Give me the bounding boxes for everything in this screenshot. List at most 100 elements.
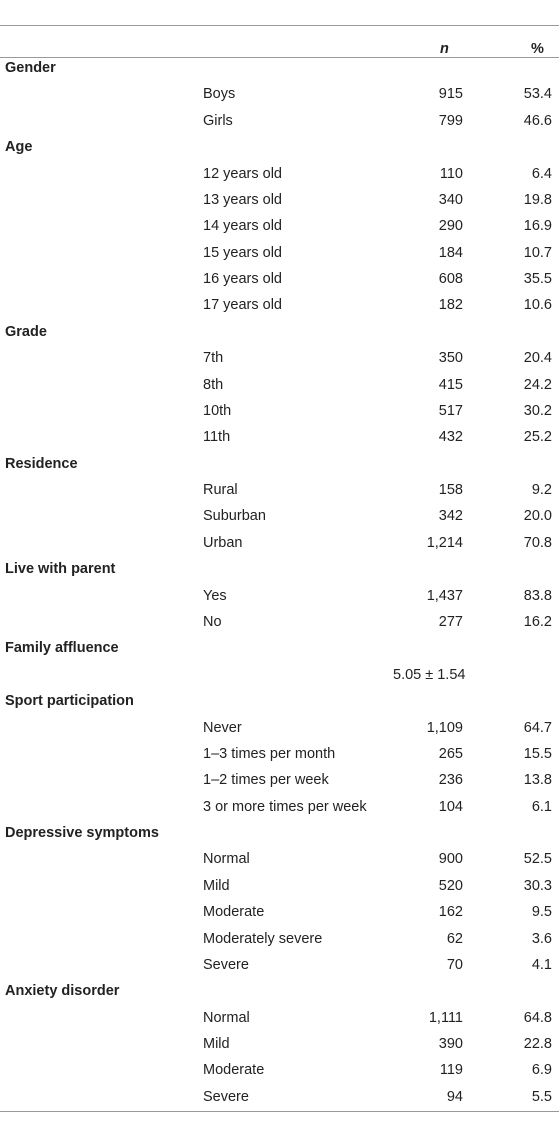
row-label: 3 or more times per week (203, 798, 367, 815)
row-label: Boys (203, 86, 236, 103)
pct-value: 46.6 (523, 112, 552, 129)
pct-value: 22.8 (523, 1036, 552, 1053)
row-label: 1–3 times per month (203, 745, 336, 762)
n-value: 110 (439, 165, 463, 182)
row-label: 12 years old (203, 165, 282, 182)
row-label: Suburban (203, 508, 266, 525)
row-label: Rural (203, 482, 238, 499)
n-value: 520 (438, 877, 463, 894)
section-label: Family affluence (5, 640, 119, 657)
n-value: 900 (438, 851, 463, 868)
pct-value: 20.0 (523, 508, 552, 525)
row-label: No (203, 613, 222, 630)
pct-value: 9.5 (531, 904, 552, 921)
section-label: Live with parent (5, 561, 116, 578)
pct-value: 19.8 (523, 191, 552, 208)
n-value: 1,111 (428, 1009, 463, 1026)
header-pct: % (531, 41, 544, 57)
n-value: 1,109 (426, 719, 463, 736)
section-label: Sport participation (5, 693, 134, 710)
pct-value: 6.4 (531, 165, 552, 182)
row-label: Mild (203, 1036, 230, 1053)
row-label: 17 years old (203, 297, 282, 314)
pct-value: 64.7 (523, 719, 552, 736)
n-value: 340 (438, 191, 463, 208)
row-label: Girls (203, 112, 233, 129)
pct-value: 30.3 (523, 877, 552, 894)
pct-value: 13.8 (523, 772, 552, 789)
n-value: 158 (438, 482, 463, 499)
row-label: Mild (203, 877, 230, 894)
pct-value: 24.2 (523, 376, 552, 393)
row-label: 11th (203, 429, 231, 446)
n-value: 1,437 (426, 587, 463, 604)
rule (0, 57, 559, 58)
row-label: Normal (203, 851, 250, 868)
section-label: Age (5, 139, 33, 156)
n-value: 184 (438, 244, 463, 261)
section-label: Grade (5, 323, 47, 340)
pct-value: 53.4 (523, 86, 552, 103)
section-label: Gender (5, 60, 56, 76)
n-value: 265 (438, 745, 463, 762)
pct-value: 20.4 (523, 350, 552, 367)
row-label: 13 years old (203, 191, 282, 208)
n-value: 277 (438, 613, 463, 630)
n-value: 390 (438, 1036, 463, 1053)
n-value: 104 (438, 798, 463, 815)
row-label: 7th (203, 350, 224, 367)
pct-value: 6.9 (531, 1062, 552, 1079)
section-label: Depressive symptoms (5, 825, 159, 842)
pct-value: 5.5 (531, 1088, 552, 1105)
pct-value: 3.6 (531, 930, 552, 947)
row-label: Severe (203, 1088, 249, 1105)
n-value: 70 (446, 956, 463, 973)
pct-value: 25.2 (523, 429, 552, 446)
row-label: 14 years old (203, 218, 282, 235)
row-label: Never (203, 719, 242, 736)
n-value: 182 (438, 297, 463, 314)
pct-value: 64.8 (523, 1009, 552, 1026)
section-label: Anxiety disorder (5, 983, 120, 1000)
rule (0, 25, 559, 26)
row-label: Moderate (203, 904, 265, 921)
row-label: Moderately severe (203, 930, 323, 947)
pct-value: 10.7 (523, 244, 552, 261)
n-value: 415 (438, 376, 463, 393)
n-value: 350 (438, 350, 463, 367)
n-value: 119 (439, 1062, 463, 1079)
pct-value: 52.5 (523, 851, 552, 868)
row-label: 15 years old (203, 244, 282, 261)
n-value: 62 (446, 930, 463, 947)
row-label: 10th (203, 402, 232, 419)
row-label: 1–2 times per week (203, 772, 329, 789)
n-value: 236 (438, 772, 463, 789)
mean-sd: 5.05 ± 1.54 (393, 666, 466, 683)
row-label: Severe (203, 956, 249, 973)
pct-value: 15.5 (523, 745, 552, 762)
n-value: 1,214 (426, 534, 463, 551)
pct-value: 35.5 (523, 271, 552, 288)
pct-value: 16.2 (523, 613, 552, 630)
n-value: 94 (446, 1088, 463, 1105)
n-value: 915 (438, 86, 463, 103)
pct-value: 9.2 (531, 482, 552, 499)
section-label: Residence (5, 455, 78, 472)
header-n: n (440, 41, 449, 57)
row-label: 8th (203, 376, 224, 393)
n-value: 608 (438, 271, 463, 288)
n-value: 517 (438, 402, 463, 419)
row-label: Normal (203, 1009, 250, 1026)
pct-value: 30.2 (523, 402, 552, 419)
pct-value: 83.8 (523, 587, 552, 604)
n-value: 799 (438, 112, 463, 129)
n-value: 432 (438, 429, 463, 446)
pct-value: 4.1 (531, 956, 552, 973)
row-label: Urban (203, 534, 243, 551)
pct-value: 70.8 (523, 534, 552, 551)
pct-value: 16.9 (523, 218, 552, 235)
row-label: 16 years old (203, 271, 282, 288)
row-label: Yes (203, 587, 227, 604)
n-value: 342 (438, 508, 463, 525)
